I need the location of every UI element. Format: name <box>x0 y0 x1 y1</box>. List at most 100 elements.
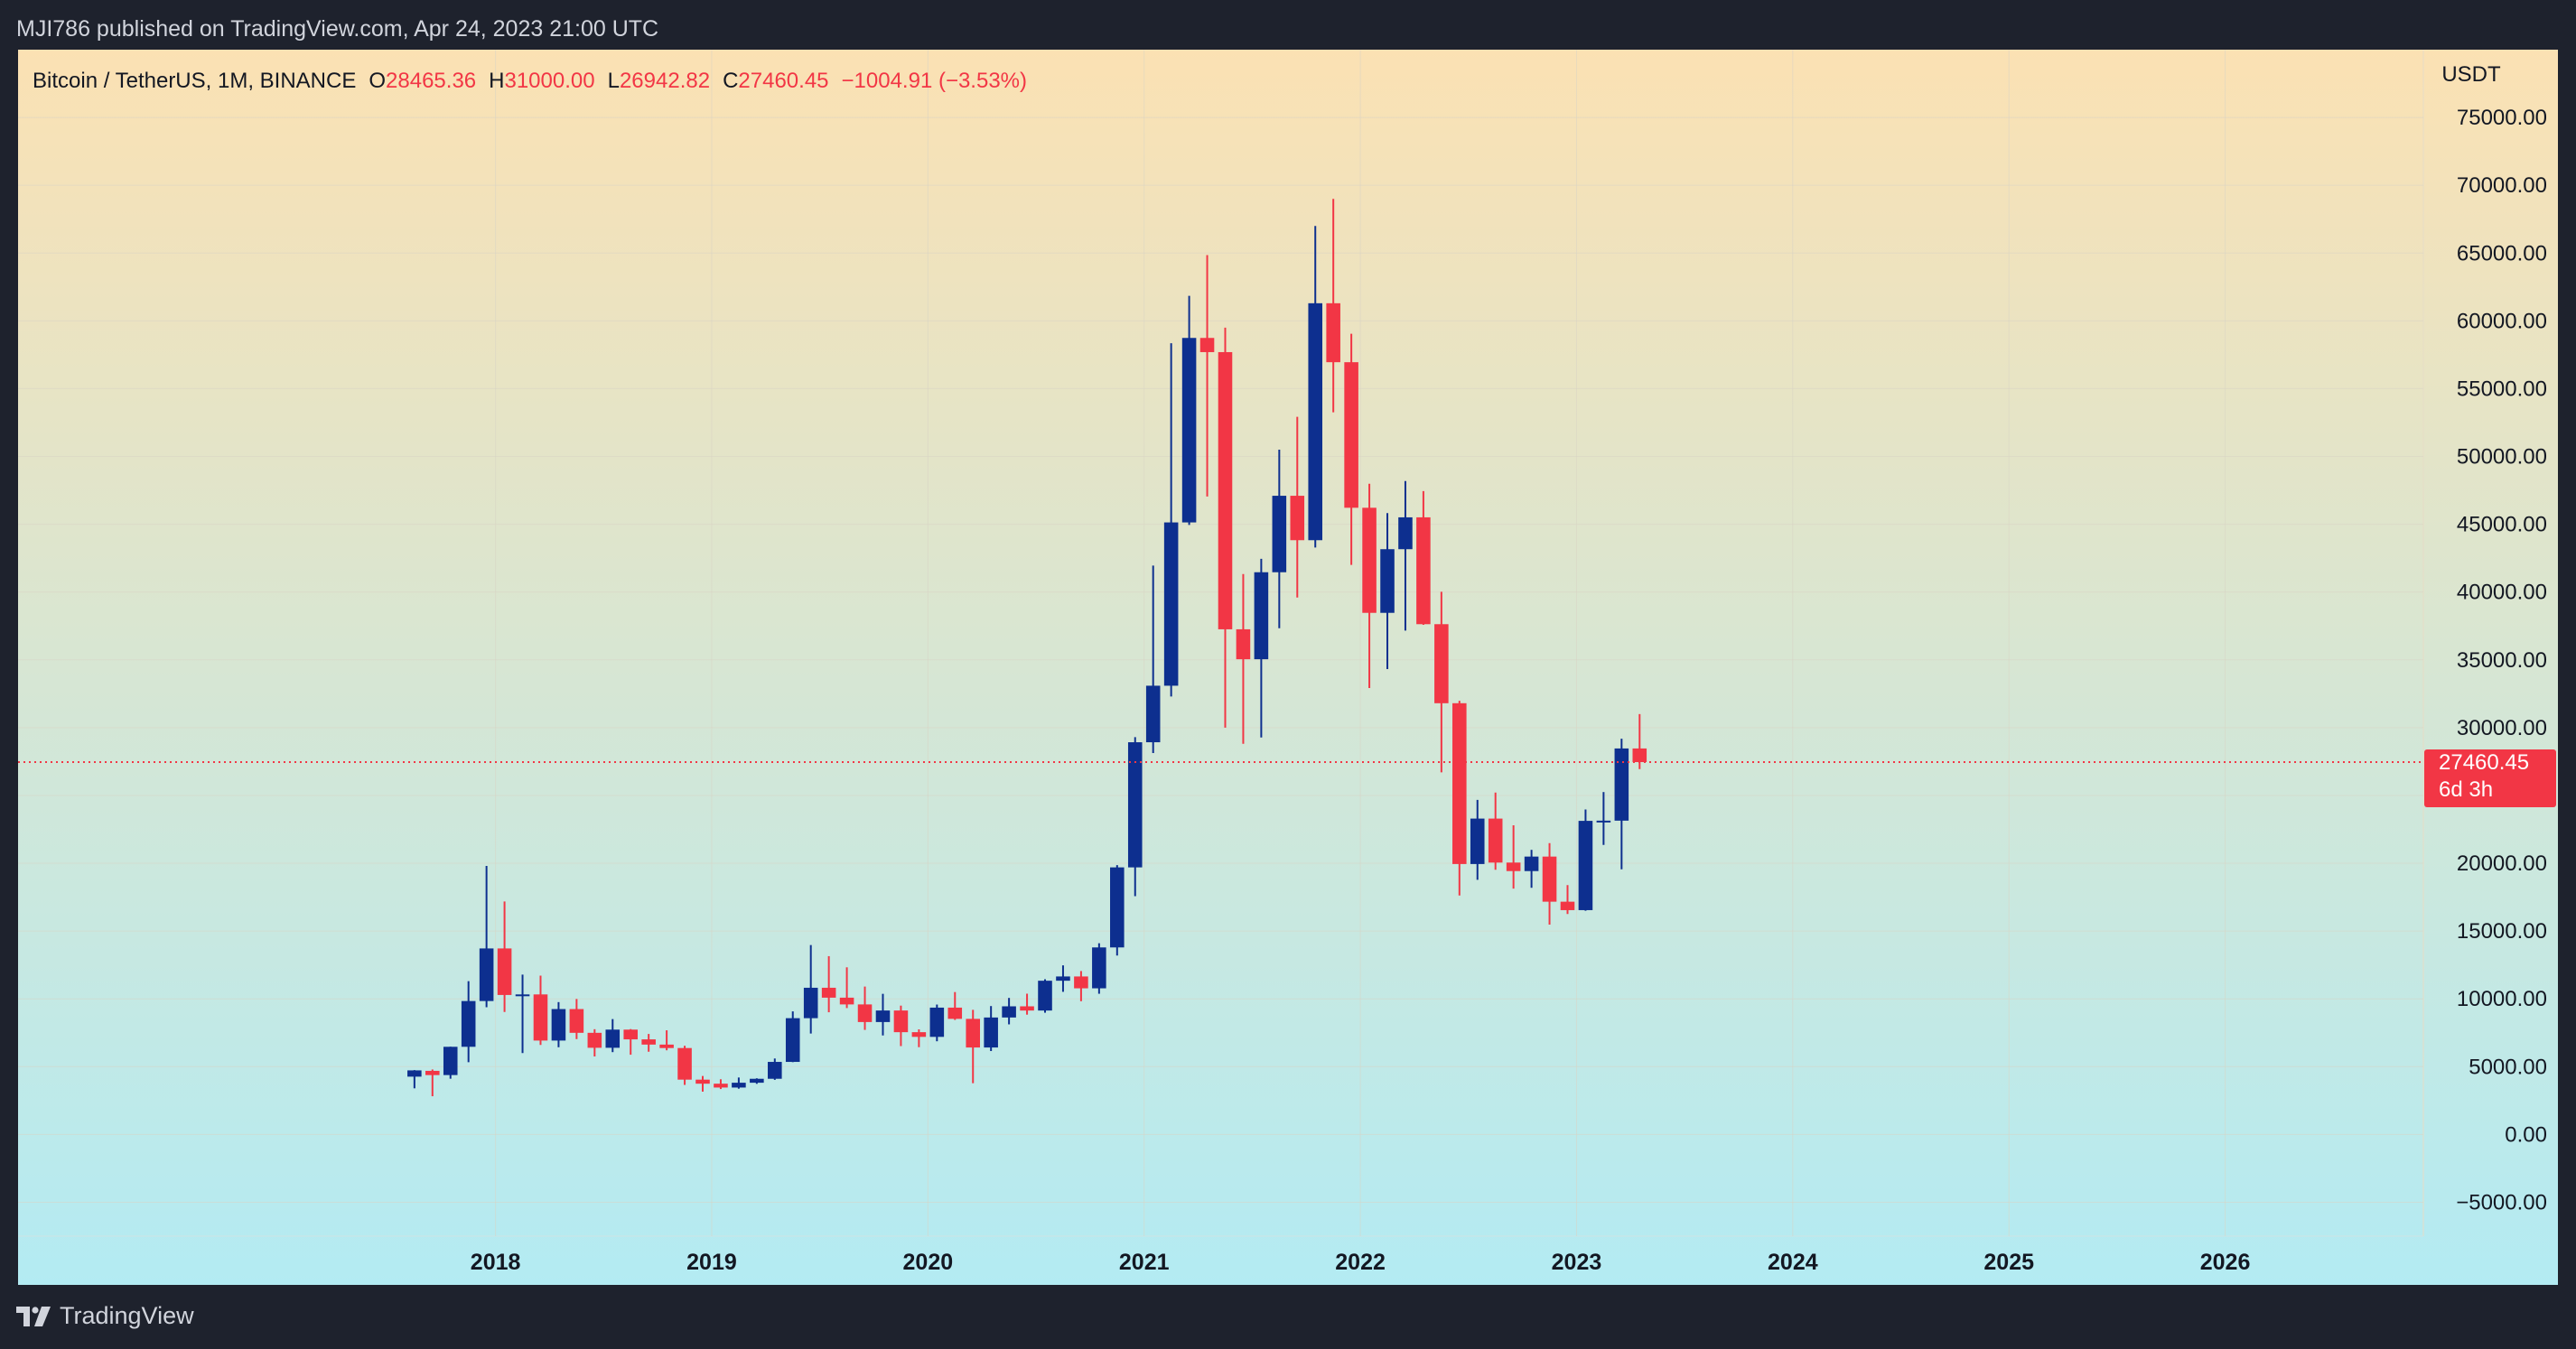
candle-body <box>875 1010 891 1022</box>
candle <box>605 1019 621 1053</box>
legend-change: −1004.91 (−3.53%) <box>842 69 1028 93</box>
candle <box>1506 824 1521 889</box>
candle <box>1110 865 1125 956</box>
y-tick-label: 5000.00 <box>2469 1055 2547 1079</box>
brand-name: TradingView <box>60 1302 194 1329</box>
candle <box>821 955 836 1013</box>
legend-high-value: 31000.00 <box>504 69 594 93</box>
candle-body <box>1416 516 1431 625</box>
candle <box>1145 565 1161 753</box>
candle <box>1398 480 1413 631</box>
candle <box>984 1006 998 1052</box>
candle-body <box>1488 818 1503 863</box>
candle-body <box>1398 516 1413 550</box>
candle-body <box>515 994 530 997</box>
candle <box>569 999 584 1039</box>
candle <box>947 991 963 1020</box>
candle-body <box>605 1029 621 1048</box>
candle-body <box>623 1029 638 1040</box>
candle-body <box>1038 981 1052 1011</box>
candle <box>641 1034 656 1052</box>
candle-body <box>533 994 548 1041</box>
y-tick-label: −5000.00 <box>2456 1190 2547 1214</box>
candle <box>1163 343 1179 697</box>
y-tick-label: 0.00 <box>2505 1122 2547 1147</box>
y-tick-label: 65000.00 <box>2457 241 2547 265</box>
candle-body <box>479 948 494 1001</box>
candle <box>479 866 494 1008</box>
y-tick-label: 20000.00 <box>2457 851 2547 876</box>
candle <box>1236 573 1251 744</box>
candle <box>1524 850 1539 888</box>
candle-body <box>785 1018 800 1063</box>
candle-body <box>1542 856 1557 902</box>
candle-body <box>659 1044 674 1048</box>
ohlc-legend: Bitcoin / TetherUS, 1M, BINANCE O28465.36… <box>33 69 1027 93</box>
candle <box>714 1079 728 1090</box>
candle-body <box>1199 338 1215 352</box>
candle <box>1614 739 1629 870</box>
x-tick-label: 2025 <box>1983 1250 2034 1275</box>
candle-body <box>966 1019 981 1048</box>
candle <box>911 1028 927 1047</box>
candle-body <box>1092 947 1106 989</box>
tradingview-brand[interactable]: TradingView <box>16 1302 194 1330</box>
candle <box>893 1005 909 1047</box>
candle-body <box>1470 818 1485 864</box>
candle-body <box>1236 628 1251 660</box>
legend-close-label: C <box>723 69 738 93</box>
candle <box>1056 965 1070 992</box>
candle <box>839 967 854 1009</box>
candle <box>443 1047 458 1079</box>
x-tick-label: 2021 <box>1119 1250 1170 1275</box>
candle-body <box>839 997 854 1005</box>
candle-body <box>1506 862 1521 871</box>
time-axis[interactable]: 2018 2019 2020 2021 2022 2023 2024 2025 2026 <box>471 1250 2251 1275</box>
candle-body <box>1074 976 1088 989</box>
candle-body <box>407 1070 422 1077</box>
candle-body <box>768 1062 782 1079</box>
candle-body <box>893 1010 909 1033</box>
candle-body <box>1272 496 1287 572</box>
y-tick-label: 70000.00 <box>2457 173 2547 198</box>
candle-body <box>587 1032 602 1048</box>
candle-body <box>1632 748 1647 763</box>
candle <box>551 1001 566 1047</box>
candle-body <box>1578 821 1593 910</box>
candle <box>1488 792 1503 870</box>
candle-body <box>551 1009 566 1041</box>
candle <box>1308 226 1323 548</box>
legend-low-label: L <box>608 69 620 93</box>
y-tick-label: 75000.00 <box>2457 106 2547 130</box>
candle-body <box>1434 624 1449 703</box>
candle-body <box>1344 362 1358 508</box>
candle <box>1074 971 1088 1001</box>
candles-group <box>407 199 1647 1097</box>
candle <box>1542 842 1557 925</box>
candle-body <box>695 1079 710 1084</box>
candle <box>1127 737 1143 897</box>
candle <box>1218 327 1233 728</box>
candle-body <box>929 1007 945 1037</box>
candle <box>1434 591 1449 773</box>
candle <box>966 1009 981 1084</box>
candle-body <box>1020 1006 1034 1011</box>
y-tick-label: 60000.00 <box>2457 309 2547 333</box>
candle <box>1020 993 1034 1015</box>
candle-body <box>677 1047 692 1080</box>
y-tick-label: 40000.00 <box>2457 581 2547 605</box>
candle <box>1038 979 1052 1013</box>
x-tick-label: 2023 <box>1552 1250 1602 1275</box>
price-axis[interactable]: −5000.00 0.00 5000.00 10000.00 15000.00 20000… <box>2456 106 2547 1214</box>
current-price-tag: 27460.45 6d 3h <box>2424 749 2556 807</box>
candle <box>461 981 476 1063</box>
candle <box>587 1028 602 1057</box>
candle-body <box>1524 856 1539 871</box>
candle <box>768 1058 782 1080</box>
candle-body <box>1163 522 1179 686</box>
candle <box>1416 490 1431 626</box>
candle-body <box>1145 685 1161 743</box>
candle-body <box>821 987 836 998</box>
y-tick-label: 15000.00 <box>2457 919 2547 944</box>
